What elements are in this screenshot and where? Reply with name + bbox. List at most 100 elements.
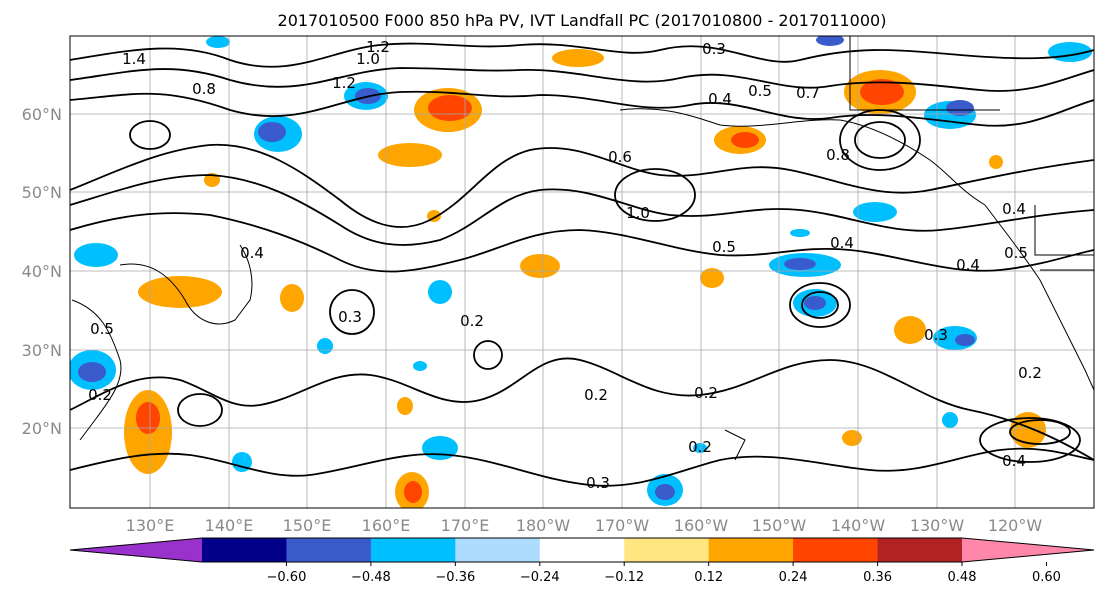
colorbar-segment bbox=[286, 538, 372, 562]
map-background bbox=[70, 36, 1094, 508]
contour-label: 0.6 bbox=[608, 148, 632, 166]
colorbar-tick-label: 0.36 bbox=[863, 570, 892, 585]
contour-label: 0.4 bbox=[708, 90, 732, 108]
colorbar-tick-label: −0.48 bbox=[351, 570, 391, 585]
lon-label: 120°W bbox=[988, 516, 1043, 535]
pv-positive-core bbox=[731, 132, 759, 148]
pv-negative-area bbox=[413, 361, 427, 371]
japan-coast bbox=[119, 244, 253, 325]
contour-label: 1.2 bbox=[332, 74, 356, 92]
contour-label: 1.0 bbox=[356, 50, 380, 68]
lon-label: 180°W bbox=[516, 516, 571, 535]
contour-label: 0.3 bbox=[924, 326, 948, 344]
hawaii-islands bbox=[724, 429, 746, 461]
contour-loop bbox=[1009, 419, 1071, 445]
lat-label: 40°N bbox=[22, 262, 62, 281]
colorbar-segments bbox=[69, 537, 1095, 563]
pv-positive-area bbox=[700, 268, 724, 288]
colorbar-tick-label: 0.24 bbox=[779, 570, 808, 585]
contour-labels: 1.40.81.01.21.20.30.4 0.5 0.70.6 0.81.00.5 0… bbox=[88, 38, 1042, 492]
contour-label: 0.8 bbox=[826, 146, 850, 164]
colorbar-segment bbox=[202, 538, 287, 562]
colorbar-tick-label: −0.36 bbox=[435, 570, 475, 585]
contour-label: 0.4 bbox=[1002, 200, 1026, 218]
pv-negative-core bbox=[816, 36, 844, 46]
pv-negative-area bbox=[853, 202, 897, 222]
contour-label: 0.3 bbox=[586, 474, 610, 492]
contour-loop bbox=[614, 168, 696, 222]
colorbar-segment bbox=[455, 538, 541, 562]
contour-label: 1.0 bbox=[626, 204, 650, 222]
colorbar-ticks: −0.60 −0.48 −0.36 −0.24 −0.12 0.12 0.24 0.36 0.4… bbox=[267, 562, 1061, 585]
colorbar-extend-max bbox=[962, 538, 1094, 562]
contour-label: 0.4 bbox=[956, 256, 980, 274]
contour-label: 0.5 bbox=[748, 82, 772, 100]
lon-label: 140°W bbox=[831, 516, 886, 535]
pv-positive-area bbox=[842, 430, 862, 446]
pv-positive-area bbox=[378, 143, 442, 167]
north-america-coast bbox=[984, 204, 1094, 391]
contour-loop bbox=[979, 417, 1081, 463]
colorbar-segment bbox=[624, 538, 710, 562]
pv-positive-area bbox=[280, 284, 304, 312]
lat-label: 30°N bbox=[22, 341, 62, 360]
pv-negative-area bbox=[232, 452, 252, 472]
lon-label: 160°E bbox=[362, 516, 411, 535]
pv-negative-core bbox=[784, 258, 816, 270]
colorbar-tick-label: 0.60 bbox=[1032, 570, 1061, 585]
lon-label: 170°E bbox=[441, 516, 490, 535]
colorbar-segment bbox=[370, 538, 456, 562]
pv-positive-area bbox=[204, 173, 220, 187]
colorbar-segment bbox=[877, 538, 963, 562]
contour-line bbox=[70, 174, 1094, 246]
pv-negative-core bbox=[804, 296, 826, 310]
pv-negative-area bbox=[422, 436, 458, 460]
contour-label: 1.2 bbox=[366, 38, 390, 56]
pv-shading bbox=[70, 36, 1092, 508]
pv-contours bbox=[70, 42, 1094, 487]
lat-label: 20°N bbox=[22, 419, 62, 438]
colorbar-segment bbox=[708, 538, 794, 562]
map-title: 2017010500 F000 850 hPa PV, IVT Landfall… bbox=[278, 11, 887, 30]
pv-positive-area bbox=[1010, 412, 1046, 448]
contour-label: 0.2 bbox=[1018, 364, 1042, 382]
contour-label: 0.5 bbox=[1004, 244, 1028, 262]
contour-loop bbox=[839, 109, 921, 171]
pv-negative-area bbox=[693, 443, 707, 453]
pv-negative-area bbox=[206, 36, 230, 48]
lon-label: 160°W bbox=[674, 516, 729, 535]
pv-positive-core bbox=[860, 79, 904, 105]
colorbar-tick-label: −0.60 bbox=[267, 570, 307, 585]
contour-label: 0.2 bbox=[688, 438, 712, 456]
pv-negative-area bbox=[74, 243, 118, 267]
colorbar-tick-label: −0.24 bbox=[520, 570, 560, 585]
contour-label: 0.4 bbox=[240, 244, 264, 262]
lon-label: 150°E bbox=[283, 516, 332, 535]
colorbar-tick-label: −0.12 bbox=[604, 570, 644, 585]
colorbar-segment bbox=[539, 538, 625, 562]
latitude-labels: 60°N 50°N 40°N 30°N 20°N bbox=[22, 105, 62, 438]
colorbar-segment bbox=[793, 538, 879, 562]
contour-label: 0.8 bbox=[192, 80, 216, 98]
coastlines bbox=[71, 36, 1094, 461]
pv-positive-area bbox=[552, 49, 604, 67]
contour-loop bbox=[129, 120, 171, 150]
colorbar-tick-label: 0.12 bbox=[694, 570, 723, 585]
pv-negative-core bbox=[258, 122, 286, 142]
longitude-labels: 130°E 140°E 150°E 160°E 170°E 180°W 170°… bbox=[126, 516, 1043, 535]
contour-loop bbox=[177, 393, 223, 427]
pv-negative-core bbox=[655, 484, 675, 500]
contour-label: 0.5 bbox=[712, 238, 736, 256]
contour-label: 0.7 bbox=[796, 84, 820, 102]
lat-label: 60°N bbox=[22, 105, 62, 124]
contour-label: 0.5 bbox=[90, 320, 114, 338]
contour-label: 0.4 bbox=[1002, 452, 1026, 470]
border-alaska bbox=[849, 36, 1000, 111]
lon-label: 150°W bbox=[752, 516, 807, 535]
contour-label: 0.3 bbox=[338, 308, 362, 326]
contour-line bbox=[70, 67, 1094, 92]
contour-label: 0.2 bbox=[460, 312, 484, 330]
contour-loop bbox=[789, 282, 851, 328]
pv-negative-area bbox=[942, 412, 958, 428]
